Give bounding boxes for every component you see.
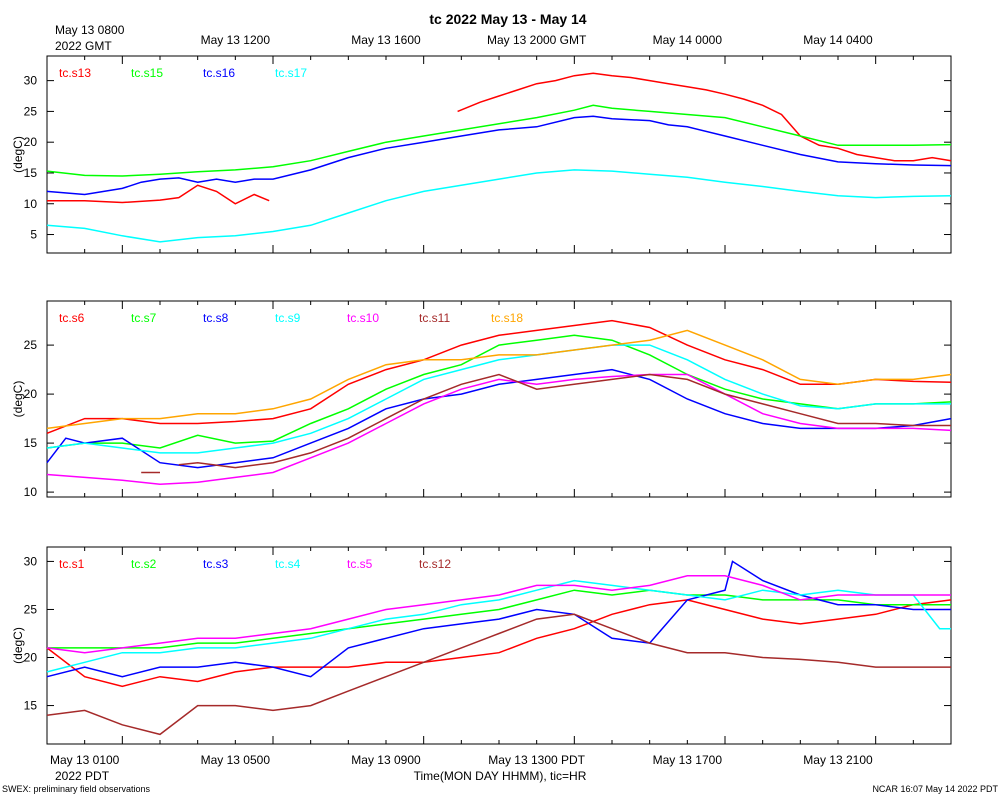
y-tick-label: 15 — [24, 699, 38, 713]
y-tick-label: 5 — [30, 228, 37, 242]
series-line — [46, 169, 952, 243]
series-line — [46, 560, 951, 678]
footer-left: SWEX: preliminary field observations — [2, 784, 151, 794]
series-line — [46, 104, 952, 177]
x-axis-label: Time(MON DAY HHMM), tic=HR — [414, 769, 587, 783]
series-line — [46, 613, 951, 736]
legend-tc.s4: tc.s4 — [275, 557, 301, 571]
series-tc.s10 — [46, 373, 952, 486]
series-line — [46, 334, 952, 449]
bottom-axis-label: May 13 0900 — [351, 753, 421, 767]
panel-frame — [46, 55, 952, 254]
series-line — [46, 319, 952, 434]
bottom-axis-label: May 13 1700 — [653, 753, 723, 767]
legend-tc.s7: tc.s7 — [131, 311, 157, 325]
series-tc.s16 — [46, 115, 952, 196]
legend-tc.s6: tc.s6 — [59, 311, 85, 325]
legend-tc.s16: tc.s16 — [203, 66, 235, 80]
series-line — [178, 373, 951, 469]
legend-tc.s11: tc.s11 — [419, 311, 450, 325]
top-axis-label: May 14 0400 — [803, 33, 873, 47]
series-line — [47, 184, 270, 205]
y-tick-label: 25 — [24, 104, 38, 118]
legend-tc.s12: tc.s12 — [419, 557, 451, 571]
chart-panels: 5 10 15 20 25 30 (degC) tc.s13 tc.s15 tc.s16 tc.s1… — [11, 55, 952, 745]
y-tick-label: 15 — [24, 436, 38, 450]
top-axis-label: May 13 2000 GMT — [487, 33, 587, 47]
series-line — [46, 115, 952, 196]
legend-tc.s9: tc.s9 — [275, 311, 301, 325]
y-tick-label: 20 — [24, 651, 38, 665]
series-tc.s1 — [46, 599, 952, 688]
bottom-axis-label: May 13 2100 — [803, 753, 873, 767]
bottom-axis-label: May 13 0500 — [201, 753, 271, 767]
series-tc.s4 — [46, 579, 951, 673]
series-tc.s11 — [141, 373, 951, 474]
top-axis-first-label-line2: 2022 GMT — [55, 39, 112, 53]
panel-3: 15 20 25 30 (degC) tc.s1 tc.s2 tc.s3 tc.s4 tc.s5 t… — [11, 546, 952, 745]
legend-tc.s8: tc.s8 — [203, 311, 229, 325]
bottom-axis-label: May 13 1300 PDT — [488, 753, 585, 767]
top-axis-label: May 14 0000 — [653, 33, 723, 47]
panel-1: 5 10 15 20 25 30 (degC) tc.s13 tc.s15 tc.s16 tc.s1… — [11, 55, 952, 254]
top-axis-label: May 13 1200 — [201, 33, 271, 47]
top-axis-label: May 13 1600 — [351, 33, 421, 47]
series-line — [457, 72, 952, 162]
legend-tc.s10: tc.s10 — [347, 311, 379, 325]
y-tick-label: 25 — [24, 338, 38, 352]
bottom-axis-labels: May 13 0100 May 13 0500 May 13 0900 May 13 … — [50, 753, 873, 767]
series-line — [46, 599, 952, 688]
bottom-axis-label: May 13 0100 — [50, 753, 120, 767]
chart-title: tc 2022 May 13 - May 14 — [429, 11, 586, 27]
bottom-axis-sub-label: 2022 PDT — [55, 769, 110, 783]
series-line — [46, 344, 951, 454]
series-line — [46, 373, 952, 486]
legend-tc.s18: tc.s18 — [491, 311, 523, 325]
footer-right: NCAR 16:07 May 14 2022 PDT — [872, 784, 998, 794]
legend-tc.s2: tc.s2 — [131, 557, 157, 571]
series-tc.s5 — [46, 575, 951, 654]
series-tc.s12 — [46, 613, 951, 736]
y-axis-label: (degC) — [11, 627, 25, 664]
y-tick-label: 30 — [24, 74, 38, 88]
series-tc.s7 — [46, 334, 952, 449]
y-axis-label: (degC) — [11, 136, 25, 173]
series-tc.s15 — [46, 104, 952, 177]
y-tick-label: 15 — [24, 166, 38, 180]
series-tc.s8 — [46, 368, 952, 469]
series-line — [46, 368, 952, 469]
series-tc.s17 — [46, 169, 952, 243]
y-tick-label: 20 — [24, 135, 38, 149]
series-line — [46, 579, 951, 673]
y-tick-label: 20 — [24, 387, 38, 401]
y-tick-label: 10 — [24, 197, 38, 211]
y-tick-label: 10 — [24, 485, 38, 499]
series-tc.s18 — [46, 329, 952, 430]
legend-tc.s1: tc.s1 — [59, 557, 85, 571]
panel-frame — [46, 300, 952, 498]
top-axis-labels: May 13 1200 May 13 1600 May 13 2000 GMT May… — [201, 33, 873, 47]
panel-2: 10 15 20 25 (degC) tc.s6 tc.s7 tc.s8 tc.s9 tc.s10… — [11, 300, 952, 499]
series-tc.s9 — [46, 344, 951, 454]
series-tc.s13 — [47, 72, 952, 205]
legend-tc.s15: tc.s15 — [131, 66, 163, 80]
legend-tc.s5: tc.s5 — [347, 557, 373, 571]
series-line — [46, 329, 952, 430]
series-tc.s6 — [46, 319, 952, 434]
y-tick-label: 25 — [24, 602, 38, 616]
series-tc.s3 — [46, 560, 951, 678]
legend-tc.s13: tc.s13 — [59, 66, 91, 80]
top-axis-first-label-line1: May 13 0800 — [55, 23, 125, 37]
y-axis-label: (degC) — [11, 381, 25, 418]
series-line — [46, 575, 951, 654]
y-tick-label: 30 — [24, 554, 38, 568]
legend-tc.s3: tc.s3 — [203, 557, 229, 571]
legend-tc.s17: tc.s17 — [275, 66, 307, 80]
